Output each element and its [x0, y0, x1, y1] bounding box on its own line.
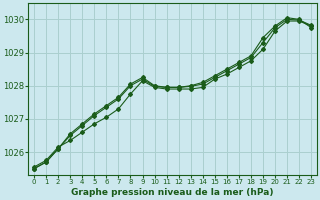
X-axis label: Graphe pression niveau de la mer (hPa): Graphe pression niveau de la mer (hPa): [71, 188, 274, 197]
